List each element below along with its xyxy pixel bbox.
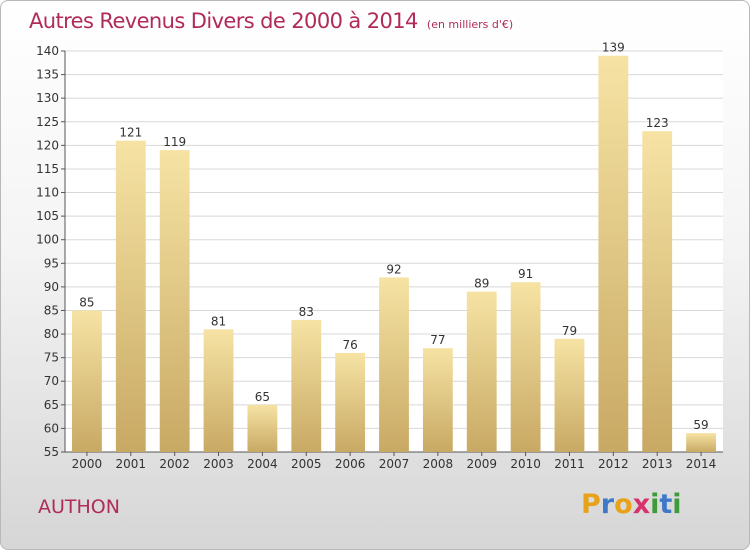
x-tick-label-2009: 2009	[466, 457, 497, 471]
logo-letter: i	[672, 489, 682, 520]
bar-2001	[115, 140, 146, 452]
bar-2004	[247, 404, 278, 452]
data-label-2009: 89	[474, 277, 489, 291]
data-label-2003: 81	[211, 314, 226, 328]
bar-2012	[598, 55, 629, 452]
bar-2013	[642, 131, 673, 452]
y-tick-label: 70	[44, 374, 59, 388]
chart-subtitle: (en milliers d'€)	[426, 18, 514, 31]
data-label-2012: 139	[602, 41, 625, 55]
y-tick-label: 95	[44, 256, 59, 270]
data-label-2000: 85	[79, 295, 94, 309]
y-tick-label: 110	[36, 186, 59, 200]
x-tick-label-2007: 2007	[379, 457, 410, 471]
x-tick-label-2013: 2013	[642, 457, 673, 471]
y-tick-label: 135	[36, 68, 59, 82]
chart-title-block: Autres Revenus Divers de 2000 à 2014 (en…	[29, 9, 513, 33]
y-tick-label: 80	[44, 327, 59, 341]
data-label-2013: 123	[646, 116, 669, 130]
logo-letter: t	[659, 489, 673, 520]
chart-title: Autres Revenus Divers de 2000 à 2014	[29, 9, 418, 33]
data-label-2001: 121	[119, 126, 142, 140]
data-label-2008: 77	[430, 333, 445, 347]
logo-letter: o	[614, 489, 633, 520]
x-tick-label-2002: 2002	[159, 457, 190, 471]
y-tick-label: 75	[44, 351, 59, 365]
y-tick-label: 130	[36, 91, 59, 105]
x-tick-label-2011: 2011	[554, 457, 585, 471]
data-label-2004: 65	[255, 390, 270, 404]
x-tick-label-2005: 2005	[291, 457, 322, 471]
data-label-2002: 119	[163, 135, 186, 149]
bar-2009	[466, 291, 497, 452]
logo-letter: r	[600, 489, 615, 520]
x-tick-label-2004: 2004	[247, 457, 278, 471]
bar-2003	[203, 329, 234, 452]
x-tick-label-2010: 2010	[510, 457, 541, 471]
bar-2011	[554, 338, 585, 452]
bar-2010	[510, 282, 541, 452]
bar-2006	[335, 352, 366, 452]
logo-letter: x	[632, 489, 651, 520]
y-tick-label: 65	[44, 398, 59, 412]
x-tick-label-2000: 2000	[72, 457, 103, 471]
data-label-2010: 91	[518, 267, 533, 281]
data-label-2014: 59	[693, 418, 708, 432]
data-label-2007: 92	[386, 262, 401, 276]
y-tick-label: 125	[36, 115, 59, 129]
data-label-2005: 83	[299, 305, 314, 319]
bar-2000	[72, 310, 102, 452]
y-tick-label: 140	[36, 44, 59, 58]
data-label-2006: 76	[342, 338, 357, 352]
bar-2007	[379, 277, 409, 452]
data-label-2011: 79	[562, 324, 577, 338]
bar-2008	[422, 348, 453, 452]
x-tick-label-2006: 2006	[335, 457, 366, 471]
bar-2002	[159, 150, 190, 452]
y-tick-label: 85	[44, 303, 59, 317]
y-tick-label: 105	[36, 209, 59, 223]
x-tick-label-2008: 2008	[423, 457, 454, 471]
bar-2005	[291, 319, 322, 452]
y-tick-label: 60	[44, 421, 59, 435]
y-tick-label: 120	[36, 138, 59, 152]
y-tick-label: 55	[44, 445, 59, 459]
logo-letter: i	[650, 489, 660, 520]
y-tick-label: 90	[44, 280, 59, 294]
y-tick-label: 115	[36, 162, 59, 176]
logo-letter: P	[581, 489, 601, 520]
x-tick-label-2014: 2014	[686, 457, 717, 471]
y-tick-label: 100	[36, 233, 59, 247]
bar-2014	[686, 433, 716, 452]
x-tick-label-2003: 2003	[203, 457, 234, 471]
town-name: AUTHON	[38, 496, 120, 518]
x-tick-label-2001: 2001	[116, 457, 147, 471]
proxiti-logo: Proxiti	[581, 489, 682, 520]
x-tick-label-2012: 2012	[598, 457, 629, 471]
